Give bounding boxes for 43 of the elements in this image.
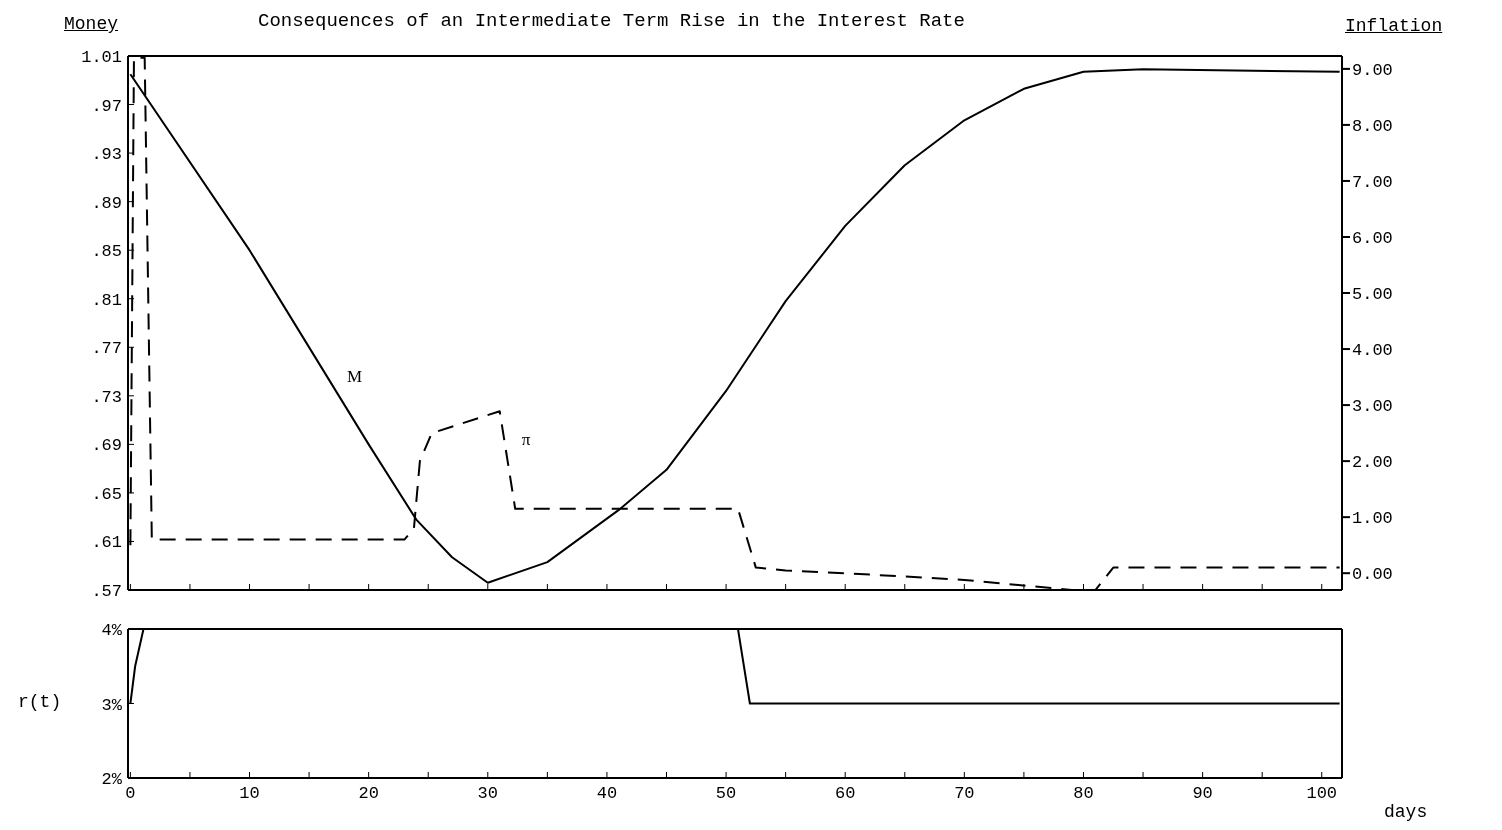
- x-tick-label: 80: [1073, 784, 1094, 804]
- x-tick-label: 30: [477, 784, 498, 804]
- y-tick-label: .81: [91, 290, 122, 310]
- y-tick-label: .61: [91, 533, 122, 553]
- y-tick-label: .85: [91, 242, 122, 262]
- y-tick-label: 2%: [101, 770, 123, 790]
- y-tick-label: 1.01: [81, 48, 122, 68]
- y2-tick-label: 7.00: [1352, 172, 1393, 192]
- x-tick-label: 20: [358, 784, 379, 804]
- x-tick-label: 60: [835, 784, 856, 804]
- y-tick-label: 4%: [101, 621, 123, 641]
- y2-tick-label: 6.00: [1352, 229, 1393, 249]
- x-tick-label: 0: [125, 784, 136, 804]
- y2-tick-label: 5.00: [1352, 285, 1393, 305]
- y2-tick-label: 1.00: [1352, 509, 1393, 529]
- y-tick-label: .57: [91, 582, 122, 602]
- y-tick-label: .73: [91, 387, 122, 407]
- y-axis-title: r(t): [18, 692, 62, 712]
- x-tick-label: 90: [1192, 784, 1213, 804]
- y-tick-label: .97: [91, 96, 122, 116]
- x-tick-label: 70: [954, 784, 975, 804]
- y-axis-title: Money: [64, 14, 119, 34]
- series-label: π: [521, 430, 531, 450]
- y2-tick-label: 0.00: [1352, 565, 1393, 585]
- y2-tick-label: 2.00: [1352, 453, 1393, 473]
- y-tick-label: .93: [91, 145, 122, 165]
- y-tick-label: 3%: [101, 695, 123, 715]
- y-tick-label: .65: [91, 484, 122, 504]
- y-tick-label: .89: [91, 193, 122, 213]
- x-tick-label: 40: [596, 784, 618, 804]
- x-tick-label: 50: [715, 784, 737, 804]
- x-tick-label: 100: [1306, 784, 1338, 804]
- y-tick-label: .69: [91, 436, 122, 456]
- y2-axis-title: Inflation: [1345, 16, 1443, 36]
- y2-tick-label: 4.00: [1352, 341, 1393, 361]
- y2-tick-label: 8.00: [1352, 116, 1393, 136]
- x-axis-title: days: [1384, 802, 1428, 822]
- y-tick-label: .77: [91, 339, 122, 359]
- y2-tick-label: 9.00: [1352, 60, 1393, 80]
- chart-title: Consequences of an Intermediate Term Rise in the Interest Rate: [258, 10, 965, 32]
- y2-tick-label: 3.00: [1352, 397, 1393, 417]
- series-label: M: [346, 367, 363, 387]
- x-tick-label: 10: [239, 784, 260, 804]
